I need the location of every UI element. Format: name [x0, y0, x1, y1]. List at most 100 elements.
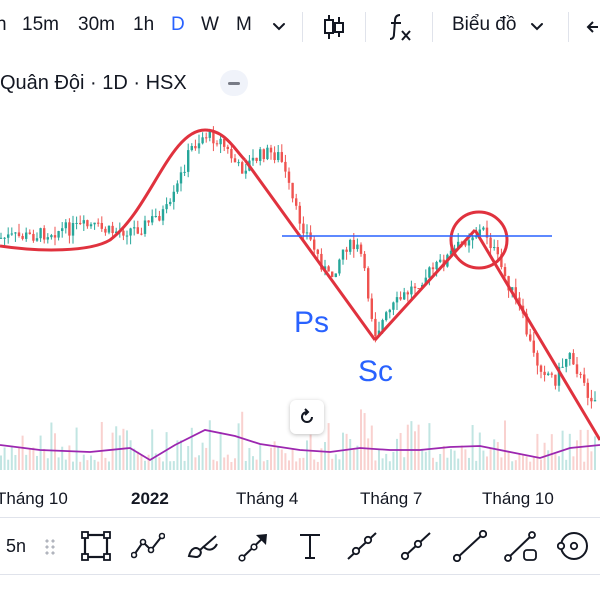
volume-bar	[28, 448, 31, 470]
chevron-down-icon[interactable]	[528, 18, 546, 36]
candle-body	[471, 237, 474, 241]
volume-bar	[388, 461, 391, 470]
volume-bar	[298, 458, 301, 470]
volume-bar	[424, 451, 427, 470]
candle-body	[424, 277, 427, 286]
timeframe-30m[interactable]: 30m	[78, 14, 115, 35]
volume-bar	[104, 457, 107, 470]
volume-bar	[554, 453, 557, 470]
candle-body	[338, 259, 341, 274]
volume-bar	[453, 450, 456, 470]
candle-body	[46, 237, 49, 240]
timeframe-h[interactable]: h	[0, 14, 7, 35]
candle-body	[295, 198, 298, 206]
candle-body	[32, 233, 35, 241]
volume-bar	[36, 455, 38, 470]
brush-icon[interactable]	[185, 528, 221, 564]
volume-bar	[57, 457, 60, 470]
volume-bar	[147, 454, 150, 470]
text-icon[interactable]	[292, 528, 328, 564]
undo-arrow-icon[interactable]	[586, 16, 600, 38]
candle-body	[176, 183, 179, 192]
volume-bar	[316, 461, 319, 470]
candle-body	[205, 137, 208, 139]
volume-bar	[331, 458, 334, 470]
candle-body	[323, 266, 327, 270]
volume-bar	[93, 459, 96, 470]
timeframe-1h[interactable]: 1h	[133, 14, 155, 35]
candle-body	[331, 271, 334, 278]
volume-bar	[450, 449, 452, 470]
candle-body	[197, 143, 201, 149]
ray-icon[interactable]	[398, 528, 434, 564]
reset-chart-button[interactable]	[290, 400, 324, 434]
volume-bar	[363, 413, 366, 470]
down-trend-line-1	[243, 159, 377, 341]
candle-body	[151, 216, 154, 223]
candle-body	[143, 220, 147, 234]
chevron-down-icon[interactable]	[270, 18, 288, 36]
fx-icon[interactable]	[386, 12, 414, 42]
info-line-icon[interactable]	[504, 528, 540, 564]
volume-bar	[190, 427, 193, 470]
timeframe-15m[interactable]: 15m	[22, 14, 59, 35]
extended-line-icon[interactable]	[452, 528, 488, 564]
candle-body	[280, 152, 283, 162]
volume-ma-line	[0, 429, 600, 462]
candle-body	[241, 162, 244, 174]
volume-bar	[572, 456, 575, 470]
volume-bar	[432, 457, 434, 470]
volume-bar	[356, 445, 359, 470]
candle-body	[223, 138, 226, 147]
volume-bar	[342, 432, 344, 470]
candle-body	[86, 220, 89, 227]
volume-bar	[295, 461, 298, 470]
price-chart[interactable]	[0, 100, 600, 480]
candle-body	[532, 340, 535, 353]
volume-bar	[140, 455, 143, 470]
candle-body	[262, 149, 265, 160]
volume-bar	[536, 433, 539, 470]
volume-bar	[489, 447, 492, 470]
trend-line-icon[interactable]	[344, 528, 380, 564]
candle-body	[316, 249, 319, 254]
volume-bar	[579, 429, 582, 470]
candle-body	[179, 172, 183, 184]
candle-body	[392, 302, 395, 310]
volume-bar	[550, 434, 553, 470]
candle-body	[115, 231, 118, 234]
candle-body	[237, 162, 240, 164]
candles-icon[interactable]	[322, 13, 346, 41]
drag-handle[interactable]	[44, 538, 56, 556]
x-tick-label: Tháng 4	[236, 489, 299, 508]
rectangle-icon[interactable]	[78, 528, 114, 564]
chart-type-dropdown[interactable]: Biểu đồ	[452, 14, 517, 35]
candle-body	[428, 267, 431, 278]
volume-bar	[280, 449, 283, 470]
arrow-icon[interactable]	[237, 528, 273, 564]
timeframe-m[interactable]: M	[236, 14, 252, 35]
circle-icon[interactable]	[556, 528, 592, 564]
timeframe-w[interactable]: W	[201, 14, 219, 35]
collapse-legend-button[interactable]	[220, 70, 248, 96]
x-tick-label: 2022	[131, 489, 169, 508]
volume-bar	[187, 446, 190, 470]
volume-bar	[576, 440, 578, 470]
divider	[302, 12, 303, 42]
candle-body	[233, 158, 237, 163]
timeframe-5n-label[interactable]: 5n	[6, 536, 27, 556]
volume-bar	[7, 459, 10, 470]
reset-rotate-icon	[301, 408, 313, 423]
candle-body	[367, 268, 370, 299]
polyline-icon[interactable]	[130, 528, 166, 564]
candle-body	[583, 374, 586, 383]
candle-body	[244, 170, 247, 174]
volume-bar	[237, 423, 240, 470]
candle-body	[190, 146, 193, 151]
candle-body	[269, 147, 273, 153]
volume-bar	[219, 431, 222, 470]
volume-bar	[306, 440, 308, 470]
volume-bar	[32, 447, 35, 470]
timeframe-d[interactable]: D	[171, 14, 185, 35]
candle-body	[395, 297, 399, 303]
